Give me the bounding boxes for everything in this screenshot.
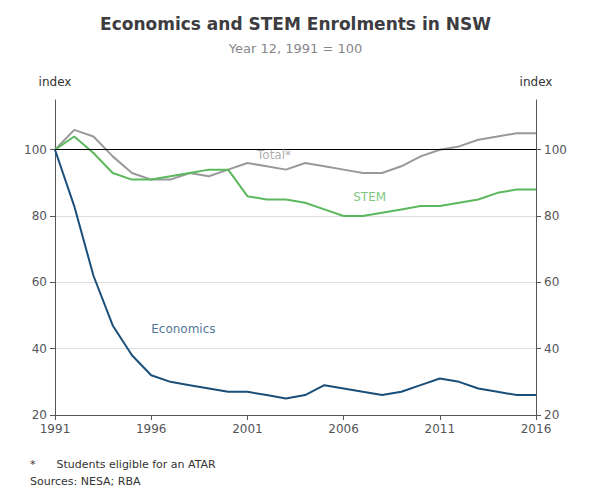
svg-text:2001: 2001	[232, 422, 263, 436]
svg-text:2011: 2011	[425, 422, 456, 436]
svg-text:80: 80	[544, 209, 559, 223]
svg-text:40: 40	[544, 342, 559, 356]
svg-text:Total*: Total*	[256, 148, 291, 162]
svg-text:* Students eligible for a: * Students eligible for an ATAR	[30, 458, 216, 471]
svg-text:Sources: NESA; RBA: Sources: NESA; RBA	[30, 475, 141, 488]
svg-text:100: 100	[24, 143, 47, 157]
svg-text:100: 100	[544, 143, 567, 157]
svg-text:60: 60	[544, 275, 559, 289]
svg-text:index: index	[39, 75, 72, 89]
svg-text:Economics and STEM Enrolments: Economics and STEM Enrolments in NSW	[100, 14, 491, 34]
svg-text:20: 20	[32, 408, 47, 422]
svg-text:1991: 1991	[40, 422, 71, 436]
svg-text:2006: 2006	[328, 422, 359, 436]
svg-text:40: 40	[32, 342, 47, 356]
svg-text:Year 12, 1991 = 100: Year 12, 1991 = 100	[228, 41, 363, 56]
svg-text:Economics: Economics	[151, 322, 215, 336]
svg-text:60: 60	[32, 275, 47, 289]
svg-text:80: 80	[32, 209, 47, 223]
svg-text:20: 20	[544, 408, 559, 422]
svg-text:index: index	[520, 75, 553, 89]
svg-text:1996: 1996	[136, 422, 167, 436]
svg-text:2016: 2016	[521, 422, 552, 436]
svg-text:STEM: STEM	[353, 190, 386, 204]
